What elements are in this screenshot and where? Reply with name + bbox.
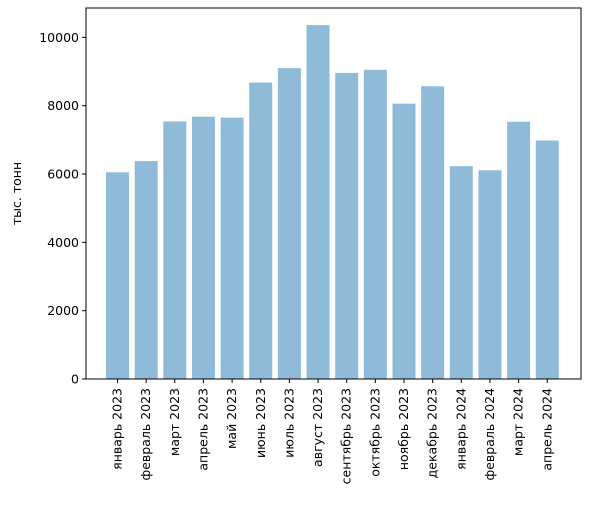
x-tick-label: ноябрь 2023: [396, 388, 411, 470]
y-tick-label: 10000: [39, 30, 79, 45]
bar: [163, 121, 187, 380]
x-tick-label: июль 2023: [281, 388, 296, 458]
bar: [421, 86, 445, 379]
y-tick-label: 4000: [47, 235, 79, 250]
bar: [449, 166, 473, 379]
bar: [249, 82, 273, 379]
bars-group: [106, 25, 559, 380]
x-tick-label: март 2023: [167, 388, 182, 456]
x-tick-label: февраль 2024: [482, 388, 497, 481]
bar: [535, 140, 559, 379]
y-tick-label: 6000: [47, 167, 79, 182]
x-tick-label: июнь 2023: [253, 388, 268, 458]
x-axis: январь 2023 февраль 2023 март 2023 апрель 2…: [110, 379, 554, 484]
bar: [335, 72, 359, 379]
bar: [134, 161, 158, 379]
y-tick-label: 8000: [47, 98, 79, 113]
x-tick-label: январь 2024: [453, 388, 468, 470]
bar: [478, 170, 502, 379]
bar: [392, 103, 416, 379]
x-tick-label: февраль 2023: [138, 388, 153, 480]
bar: [191, 116, 215, 379]
x-tick-label: октябрь 2023: [367, 388, 382, 477]
x-tick-label: сентябрь 2023: [339, 388, 354, 484]
bar: [507, 121, 531, 379]
bar: [106, 172, 129, 379]
x-tick-label: апрель 2024: [539, 388, 554, 471]
bar: [306, 25, 330, 380]
y-tick-label: 0: [71, 372, 79, 387]
plot-frame: [85, 7, 582, 380]
bar: [277, 68, 301, 379]
x-tick-label: апрель 2023: [195, 388, 210, 471]
x-tick-label: май 2023: [224, 388, 239, 449]
bar: [363, 69, 387, 379]
x-tick-label: январь 2023: [110, 388, 125, 470]
x-tick-label: август 2023: [310, 388, 325, 467]
x-tick-label: март 2024: [511, 388, 526, 456]
bar: [220, 117, 244, 379]
y-tick-label: 2000: [47, 303, 79, 318]
y-axis: 0 2000 4000 6000 8000 10000: [39, 30, 86, 387]
y-axis-label: тыс. тонн: [9, 162, 24, 225]
x-tick-label: декабрь 2023: [425, 388, 440, 478]
